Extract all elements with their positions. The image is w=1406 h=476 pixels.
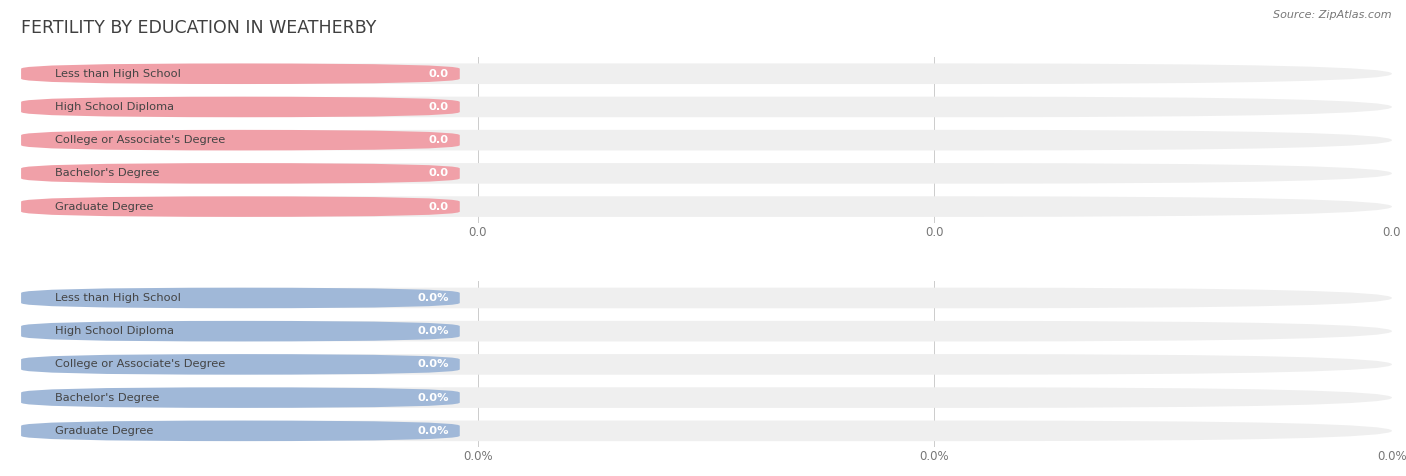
Text: Less than High School: Less than High School <box>55 293 181 303</box>
Text: 0.0: 0.0 <box>429 69 449 79</box>
Text: Source: ZipAtlas.com: Source: ZipAtlas.com <box>1274 10 1392 20</box>
FancyBboxPatch shape <box>21 63 460 84</box>
FancyBboxPatch shape <box>21 420 460 441</box>
Text: College or Associate's Degree: College or Associate's Degree <box>55 359 225 369</box>
Text: Less than High School: Less than High School <box>55 69 181 79</box>
FancyBboxPatch shape <box>21 288 1392 308</box>
Text: High School Diploma: High School Diploma <box>55 326 174 336</box>
FancyBboxPatch shape <box>21 387 460 408</box>
Text: High School Diploma: High School Diploma <box>55 102 174 112</box>
FancyBboxPatch shape <box>21 163 1392 184</box>
FancyBboxPatch shape <box>21 420 1392 441</box>
Text: FERTILITY BY EDUCATION IN WEATHERBY: FERTILITY BY EDUCATION IN WEATHERBY <box>21 19 377 37</box>
Text: 0.0%: 0.0% <box>418 326 449 336</box>
FancyBboxPatch shape <box>21 321 460 341</box>
Text: 0.0%: 0.0% <box>418 426 449 436</box>
Text: 0.0: 0.0 <box>429 169 449 178</box>
FancyBboxPatch shape <box>21 130 1392 150</box>
Text: 0.0%: 0.0% <box>418 293 449 303</box>
FancyBboxPatch shape <box>21 97 460 117</box>
FancyBboxPatch shape <box>21 63 1392 84</box>
FancyBboxPatch shape <box>21 288 460 308</box>
FancyBboxPatch shape <box>21 321 1392 341</box>
FancyBboxPatch shape <box>21 97 1392 117</box>
FancyBboxPatch shape <box>21 387 1392 408</box>
Text: 0.0%: 0.0% <box>418 359 449 369</box>
FancyBboxPatch shape <box>21 354 1392 375</box>
FancyBboxPatch shape <box>21 130 460 150</box>
Text: Graduate Degree: Graduate Degree <box>55 426 153 436</box>
Text: Bachelor's Degree: Bachelor's Degree <box>55 393 160 403</box>
Text: Graduate Degree: Graduate Degree <box>55 202 153 212</box>
Text: 0.0: 0.0 <box>429 202 449 212</box>
Text: 0.0: 0.0 <box>429 135 449 145</box>
FancyBboxPatch shape <box>21 196 1392 217</box>
Text: 0.0%: 0.0% <box>418 393 449 403</box>
FancyBboxPatch shape <box>21 354 460 375</box>
Text: College or Associate's Degree: College or Associate's Degree <box>55 135 225 145</box>
FancyBboxPatch shape <box>21 196 460 217</box>
FancyBboxPatch shape <box>21 163 460 184</box>
Text: Bachelor's Degree: Bachelor's Degree <box>55 169 160 178</box>
Text: 0.0: 0.0 <box>429 102 449 112</box>
